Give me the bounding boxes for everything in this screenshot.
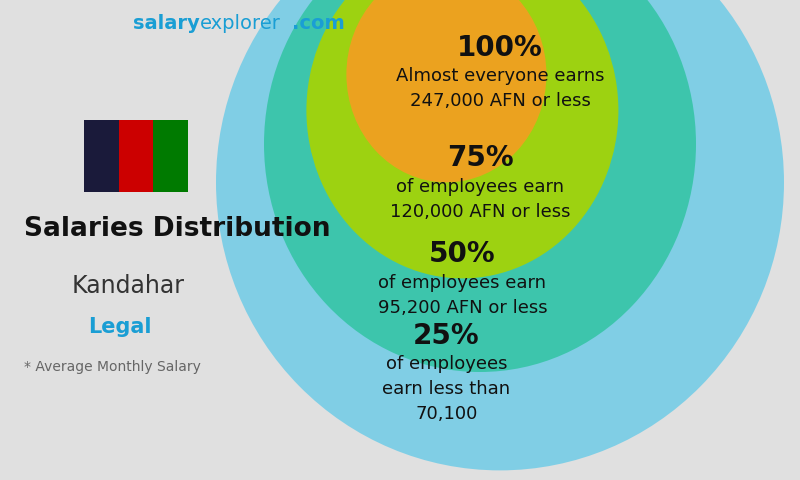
Text: Legal: Legal [88, 317, 151, 337]
Text: 100%: 100% [457, 34, 543, 61]
Text: Almost everyone earns
247,000 AFN or less: Almost everyone earns 247,000 AFN or les… [396, 67, 604, 110]
Bar [118, 120, 154, 192]
Bar [154, 120, 188, 192]
Ellipse shape [264, 0, 696, 372]
Ellipse shape [216, 0, 784, 470]
Text: of employees
earn less than
70,100: of employees earn less than 70,100 [382, 355, 510, 423]
Text: Kandahar: Kandahar [72, 274, 185, 298]
Text: salary: salary [134, 14, 200, 34]
Text: 25%: 25% [413, 322, 480, 349]
Text: 75%: 75% [446, 144, 514, 172]
Text: of employees earn
95,200 AFN or less: of employees earn 95,200 AFN or less [378, 274, 547, 317]
Text: 50%: 50% [429, 240, 496, 268]
Text: explorer: explorer [200, 14, 281, 34]
Text: of employees earn
120,000 AFN or less: of employees earn 120,000 AFN or less [390, 178, 570, 221]
Ellipse shape [346, 0, 546, 182]
Text: Salaries Distribution: Salaries Distribution [24, 216, 330, 242]
Text: .com: .com [292, 14, 345, 34]
Text: * Average Monthly Salary: * Average Monthly Salary [24, 360, 201, 374]
Bar [84, 120, 118, 192]
Ellipse shape [306, 0, 618, 278]
